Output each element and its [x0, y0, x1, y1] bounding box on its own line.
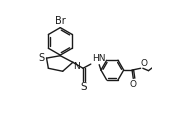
- Text: N: N: [73, 62, 80, 71]
- Text: S: S: [81, 82, 87, 92]
- Text: Br: Br: [55, 16, 66, 26]
- Text: S: S: [39, 53, 45, 63]
- Text: O: O: [141, 59, 148, 68]
- Text: O: O: [130, 80, 137, 89]
- Text: HN: HN: [92, 54, 105, 63]
